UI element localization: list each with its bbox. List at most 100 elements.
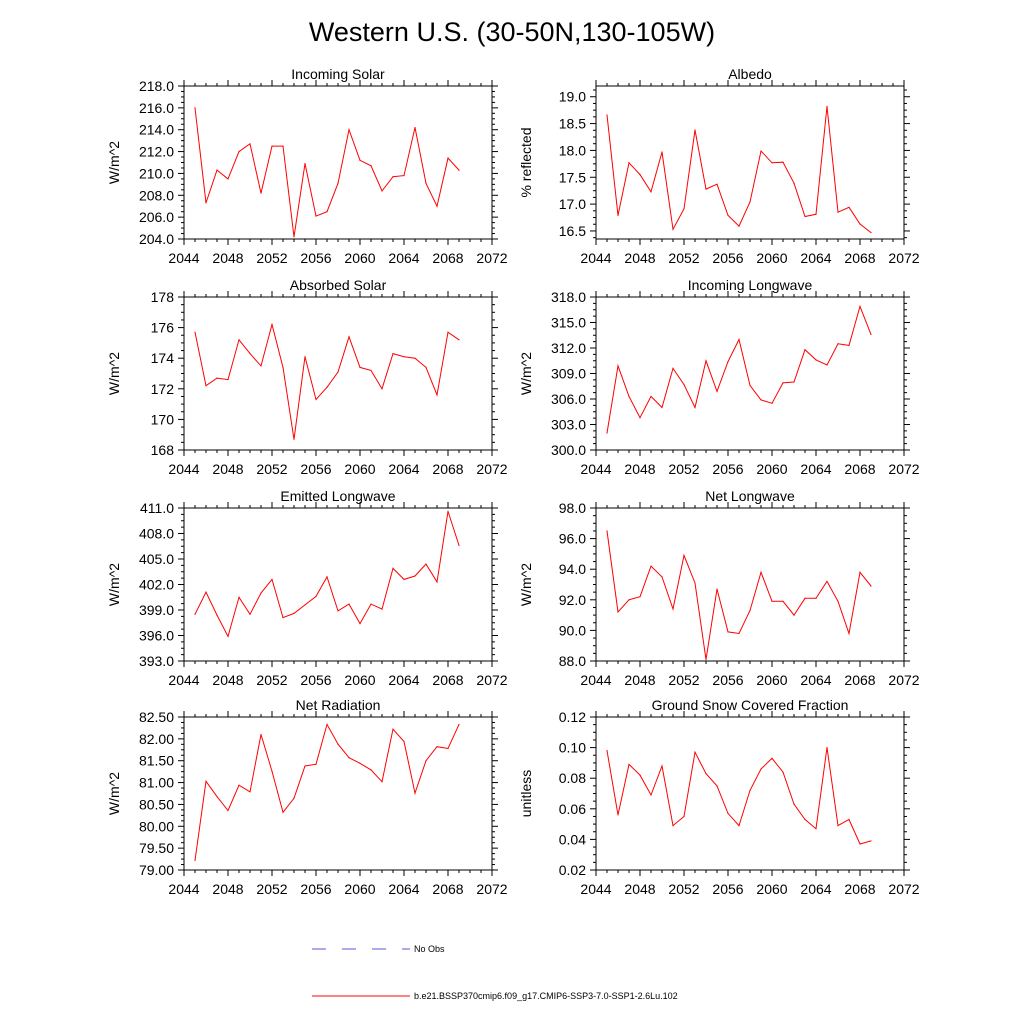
data-point — [716, 390, 718, 392]
panel-title: Emitted Longwave — [280, 488, 395, 504]
y-tick-label: 178 — [151, 289, 175, 305]
data-point — [304, 162, 306, 165]
data-point — [392, 728, 394, 730]
data-point — [304, 765, 306, 767]
x-tick-label: 2048 — [624, 672, 655, 688]
data-point — [337, 743, 339, 745]
data-point — [683, 815, 685, 818]
plot-frame — [595, 296, 905, 451]
x-tick-label: 2072 — [476, 881, 507, 897]
data-point — [628, 162, 630, 164]
data-point — [661, 576, 663, 578]
data-point — [716, 588, 718, 590]
data-point — [447, 747, 449, 750]
data-point — [804, 818, 806, 821]
data-point — [205, 780, 207, 782]
data-point — [837, 825, 839, 827]
panel-title: Incoming Solar — [291, 66, 385, 82]
data-point — [436, 205, 438, 207]
data-point — [672, 228, 674, 230]
y-tick-label: 0.10 — [559, 740, 586, 756]
y-tick-label: 81.00 — [139, 775, 174, 791]
data-point — [348, 129, 350, 131]
data-point — [381, 608, 383, 610]
data-point — [760, 399, 762, 401]
y-axis-label: W/m^2 — [518, 352, 534, 395]
y-tick-label: 312.0 — [551, 340, 586, 356]
y-tick-label: 168 — [151, 442, 175, 458]
data-point — [271, 578, 273, 581]
y-tick-label: 170 — [151, 411, 175, 427]
data-point — [771, 402, 773, 404]
series-line — [194, 322, 460, 440]
data-point — [238, 784, 240, 786]
x-tick-label: 2060 — [756, 461, 787, 477]
data-point — [804, 215, 806, 218]
data-point — [282, 811, 284, 813]
y-tick-label: 318.0 — [551, 289, 586, 305]
y-tick-label: 214.0 — [139, 122, 174, 138]
data-point — [848, 344, 850, 347]
x-tick-label: 2052 — [668, 881, 699, 897]
data-point — [606, 432, 608, 434]
panel-title: Net Longwave — [705, 488, 795, 504]
y-tick-label: 92.0 — [559, 592, 586, 608]
y-tick-label: 218.0 — [139, 78, 174, 94]
legend-run-label: b.e21.BSSP370cmip6.f09_g17.CMIP6-SSP3-7.… — [414, 991, 678, 1001]
data-point — [760, 150, 762, 152]
data-point — [694, 582, 696, 584]
series-line — [606, 530, 872, 660]
panel-title: Net Radiation — [296, 697, 381, 713]
data-point — [606, 750, 608, 752]
data-point — [782, 771, 784, 773]
y-tick-label: 0.06 — [559, 801, 586, 817]
x-tick-label: 2056 — [712, 881, 743, 897]
data-point — [293, 612, 295, 615]
data-point — [359, 762, 361, 764]
y-tick-label: 79.50 — [139, 840, 174, 856]
y-tick-label: 79.00 — [139, 862, 174, 878]
panel-2: Albedo 2044 2048 2052 2056 2060 2064 2068 2072 16… — [518, 66, 920, 266]
panel-7: Net Radiation 2044 2048 2052 2056 2060 2064 206… — [106, 697, 508, 897]
x-tick-label: 2072 — [476, 672, 507, 688]
data-point — [359, 159, 361, 161]
panel-3: Absorbed Solar 2044 2048 2052 2056 2060 2064 20… — [106, 277, 508, 477]
data-point — [650, 191, 652, 193]
data-point — [293, 438, 295, 440]
data-point — [705, 773, 707, 775]
data-point — [337, 610, 339, 612]
data-point — [870, 840, 872, 842]
data-point — [606, 530, 608, 532]
data-point — [458, 169, 460, 171]
x-tick-label: 2064 — [800, 881, 831, 897]
x-tick-label: 2072 — [888, 672, 919, 688]
x-tick-label: 2072 — [888, 250, 919, 266]
x-tick-label: 2068 — [844, 461, 875, 477]
data-point — [639, 417, 641, 419]
data-point — [205, 385, 207, 387]
plot-frame — [183, 507, 493, 662]
data-point — [458, 339, 460, 341]
data-point — [727, 631, 729, 633]
data-point — [804, 349, 806, 351]
data-point — [205, 591, 207, 593]
data-point — [293, 797, 295, 799]
plot-frame — [183, 85, 493, 240]
y-tick-label: 402.0 — [139, 577, 174, 593]
data-point — [414, 575, 416, 577]
y-tick-label: 405.0 — [139, 551, 174, 567]
data-point — [271, 145, 273, 147]
data-point — [392, 567, 394, 569]
y-axis-label: unitless — [518, 770, 534, 817]
data-point — [628, 395, 630, 398]
y-tick-label: 96.0 — [559, 531, 586, 547]
data-point — [260, 192, 262, 194]
data-point — [716, 183, 718, 185]
data-point — [205, 202, 207, 204]
plot-frame — [595, 85, 905, 240]
y-tick-label: 212.0 — [139, 144, 174, 160]
data-point — [782, 600, 784, 602]
data-point — [837, 600, 839, 602]
panel-5: Emitted Longwave 2044 2048 2052 2056 2060 2064… — [106, 488, 508, 688]
data-point — [793, 614, 795, 616]
